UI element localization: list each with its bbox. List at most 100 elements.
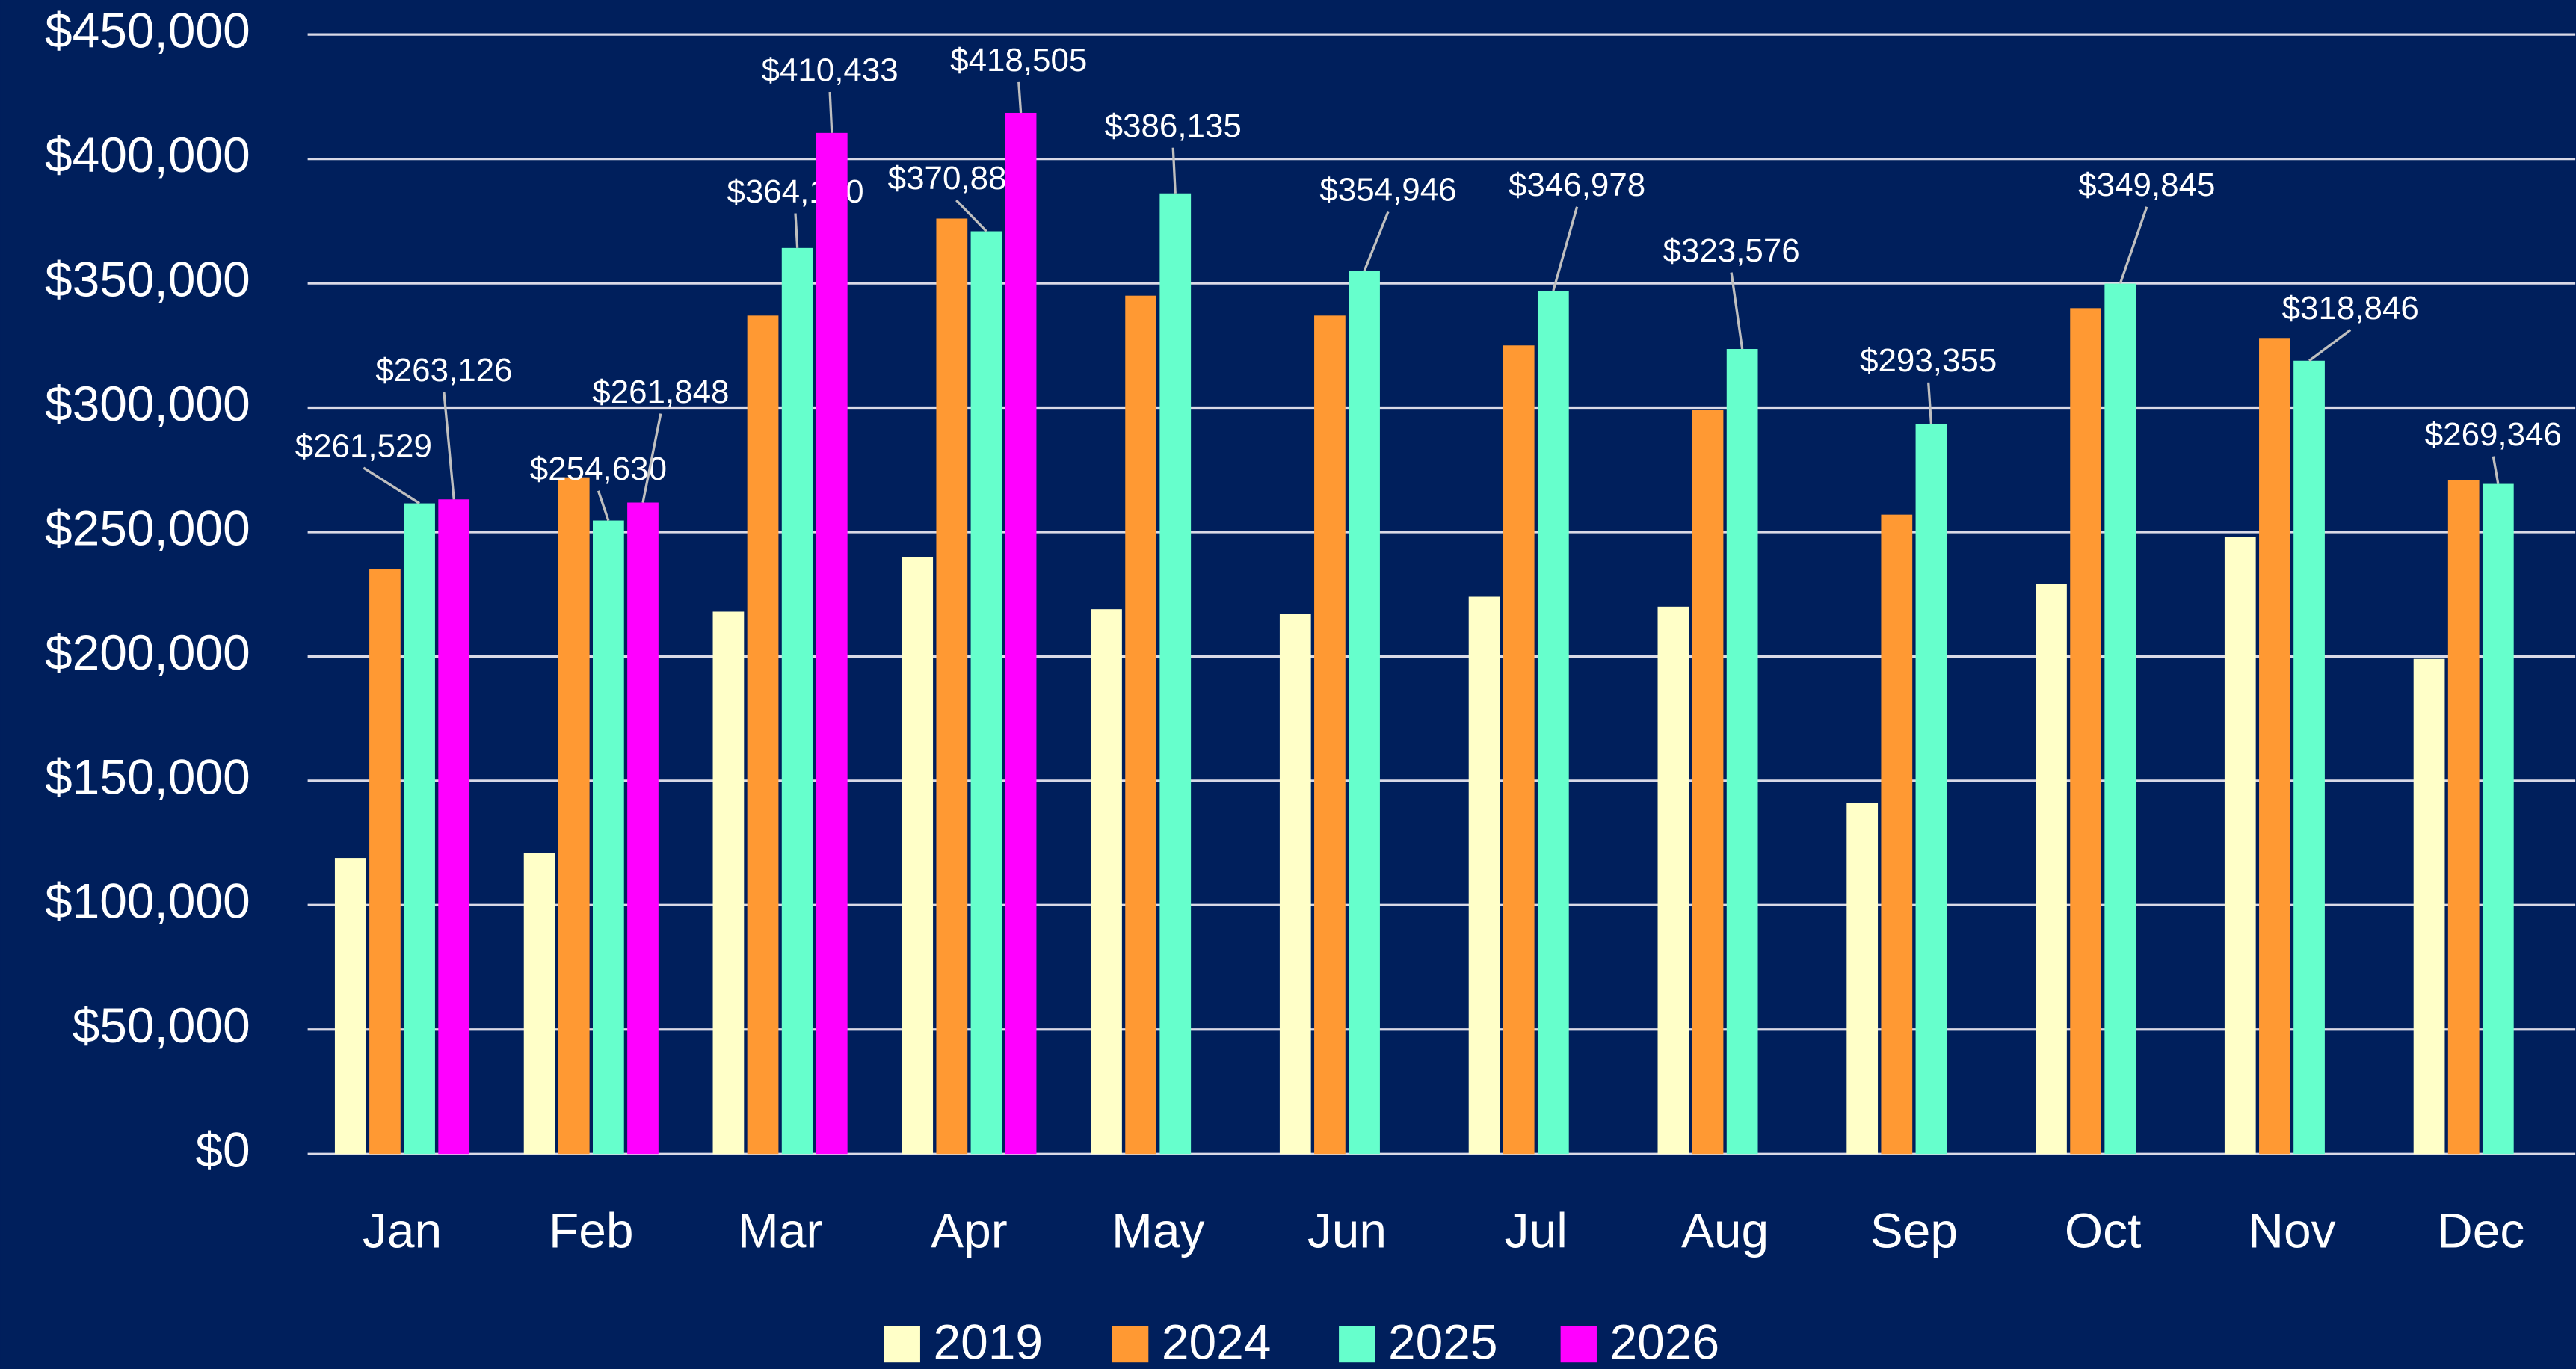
x-tick-label: Oct: [2065, 1202, 2141, 1258]
bar: [1657, 606, 1689, 1155]
bar: [712, 611, 745, 1155]
data-label: $263,126: [375, 352, 512, 389]
y-tick-label: $150,000: [45, 749, 250, 804]
y-tick-label: $450,000: [45, 3, 250, 58]
data-label: $323,576: [1663, 232, 1799, 269]
bar: [438, 499, 470, 1155]
legend-swatch: [884, 1326, 920, 1363]
bar: [369, 569, 401, 1155]
leader-line: [2492, 456, 2500, 484]
bar: [334, 858, 366, 1155]
leader-line: [2308, 329, 2352, 362]
bar: [1726, 349, 1758, 1155]
data-label: $293,355: [1860, 342, 1997, 379]
bar: [1005, 112, 1037, 1155]
leader-line: [1171, 147, 1177, 194]
bar: [2259, 338, 2290, 1155]
leader-line: [1363, 211, 1390, 272]
data-label: $370,886: [888, 160, 1025, 197]
y-tick-label: $250,000: [45, 500, 250, 555]
x-tick-label: Apr: [931, 1202, 1008, 1258]
x-tick-label: Dec: [2437, 1202, 2524, 1258]
leader-line: [2119, 206, 2148, 285]
data-label: $261,529: [295, 427, 432, 464]
bar: [1915, 424, 1947, 1155]
bar: [2447, 480, 2480, 1155]
legend-label: 2019: [934, 1314, 1044, 1369]
bar: [936, 218, 968, 1155]
x-tick-label: Jan: [363, 1202, 442, 1258]
bar: [1349, 271, 1380, 1155]
bar: [404, 503, 435, 1155]
y-tick-label: $0: [195, 1122, 250, 1178]
bar: [816, 132, 848, 1155]
data-label: $410,433: [762, 52, 899, 88]
legend-label: 2025: [1388, 1314, 1498, 1369]
y-tick-label: $350,000: [45, 251, 250, 306]
bar: [1125, 295, 1156, 1155]
x-tick-label: Mar: [738, 1202, 822, 1258]
bar: [1537, 291, 1569, 1155]
leader-line: [955, 199, 987, 232]
y-tick-label: $50,000: [73, 998, 250, 1053]
x-tick-label: May: [1112, 1202, 1205, 1258]
legend-label: 2026: [1610, 1314, 1720, 1369]
data-label: $349,845: [2078, 167, 2215, 203]
bar: [523, 853, 555, 1155]
legend-swatch: [1339, 1326, 1375, 1363]
bar: [1846, 803, 1879, 1155]
bar: [1881, 514, 1913, 1155]
leader-line: [641, 413, 662, 503]
legend-swatch: [1112, 1326, 1149, 1363]
leader-line: [1730, 272, 1744, 350]
x-tick-label: Aug: [1681, 1202, 1769, 1258]
leader-line: [363, 466, 420, 504]
bar: [1159, 193, 1192, 1155]
bar: [1468, 596, 1500, 1155]
bar: [1279, 614, 1311, 1155]
bar: [2482, 483, 2514, 1155]
bar: [1503, 345, 1535, 1155]
leader-line: [1927, 382, 1933, 424]
legend-label: 2024: [1162, 1314, 1272, 1369]
x-tick-label: Sep: [1870, 1202, 1958, 1258]
bar: [1692, 410, 1724, 1155]
x-tick-label: Jun: [1307, 1202, 1387, 1258]
bar: [627, 502, 659, 1155]
bar: [2036, 584, 2067, 1155]
bar: [970, 231, 1002, 1155]
bar: [1314, 315, 1346, 1155]
bar: [2413, 658, 2445, 1155]
bar: [781, 247, 813, 1155]
data-label: $254,630: [530, 451, 667, 487]
x-tick-label: Feb: [549, 1202, 634, 1258]
x-tick-label: Nov: [2248, 1202, 2335, 1258]
y-tick-label: $300,000: [45, 376, 250, 431]
bar: [592, 520, 624, 1155]
data-label: $269,346: [2425, 416, 2562, 453]
data-label: $318,846: [2282, 290, 2419, 327]
bar: [1091, 609, 1122, 1155]
leader-line: [794, 213, 799, 248]
leader-line: [1017, 81, 1023, 114]
data-label: $346,978: [1509, 167, 1645, 203]
legend-swatch: [1560, 1326, 1597, 1363]
leader-line: [828, 91, 833, 133]
bar: [2070, 308, 2101, 1155]
y-tick-label: $400,000: [45, 127, 250, 182]
data-label: $418,505: [950, 42, 1087, 78]
y-tick-label: $200,000: [45, 625, 250, 680]
bar: [2224, 537, 2256, 1155]
data-label: $354,946: [1319, 172, 1456, 208]
bar: [2293, 360, 2325, 1155]
bar: [558, 477, 590, 1155]
leader-line: [443, 392, 455, 500]
bar: [902, 557, 934, 1155]
bar: [747, 315, 779, 1155]
y-tick-label: $100,000: [45, 874, 250, 929]
leader-line: [1552, 206, 1579, 291]
data-label: $386,135: [1105, 108, 1242, 144]
leader-line: [597, 490, 610, 522]
bar: [2104, 283, 2136, 1155]
